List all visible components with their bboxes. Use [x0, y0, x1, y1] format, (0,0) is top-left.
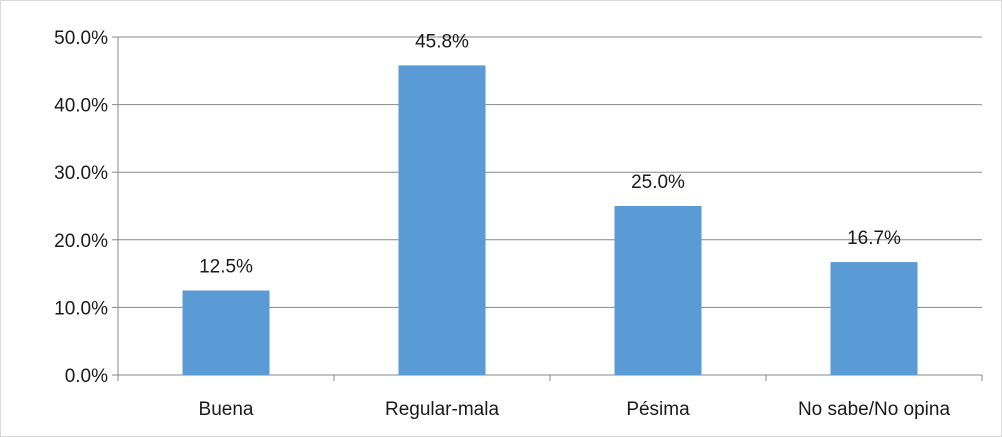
y-tick-label: 20.0%	[54, 231, 108, 252]
bar	[398, 65, 486, 375]
bar	[182, 290, 270, 375]
data-label: 16.7%	[847, 228, 901, 249]
x-category-label: Regular-mala	[385, 399, 499, 420]
y-tick-label: 10.0%	[54, 298, 108, 319]
bar	[830, 262, 918, 375]
y-tick-label: 40.0%	[54, 96, 108, 117]
y-tick-label: 30.0%	[54, 163, 108, 184]
bar	[614, 206, 702, 375]
data-label: 25.0%	[631, 172, 685, 193]
x-category-label: Pésima	[626, 399, 690, 420]
x-category-label: No sabe/No opina	[798, 399, 951, 420]
y-tick-label: 50.0%	[54, 28, 108, 49]
data-label: 45.8%	[415, 31, 469, 52]
y-tick-label: 0.0%	[65, 366, 108, 387]
data-label: 12.5%	[199, 257, 253, 278]
x-category-label: Buena	[199, 399, 254, 420]
